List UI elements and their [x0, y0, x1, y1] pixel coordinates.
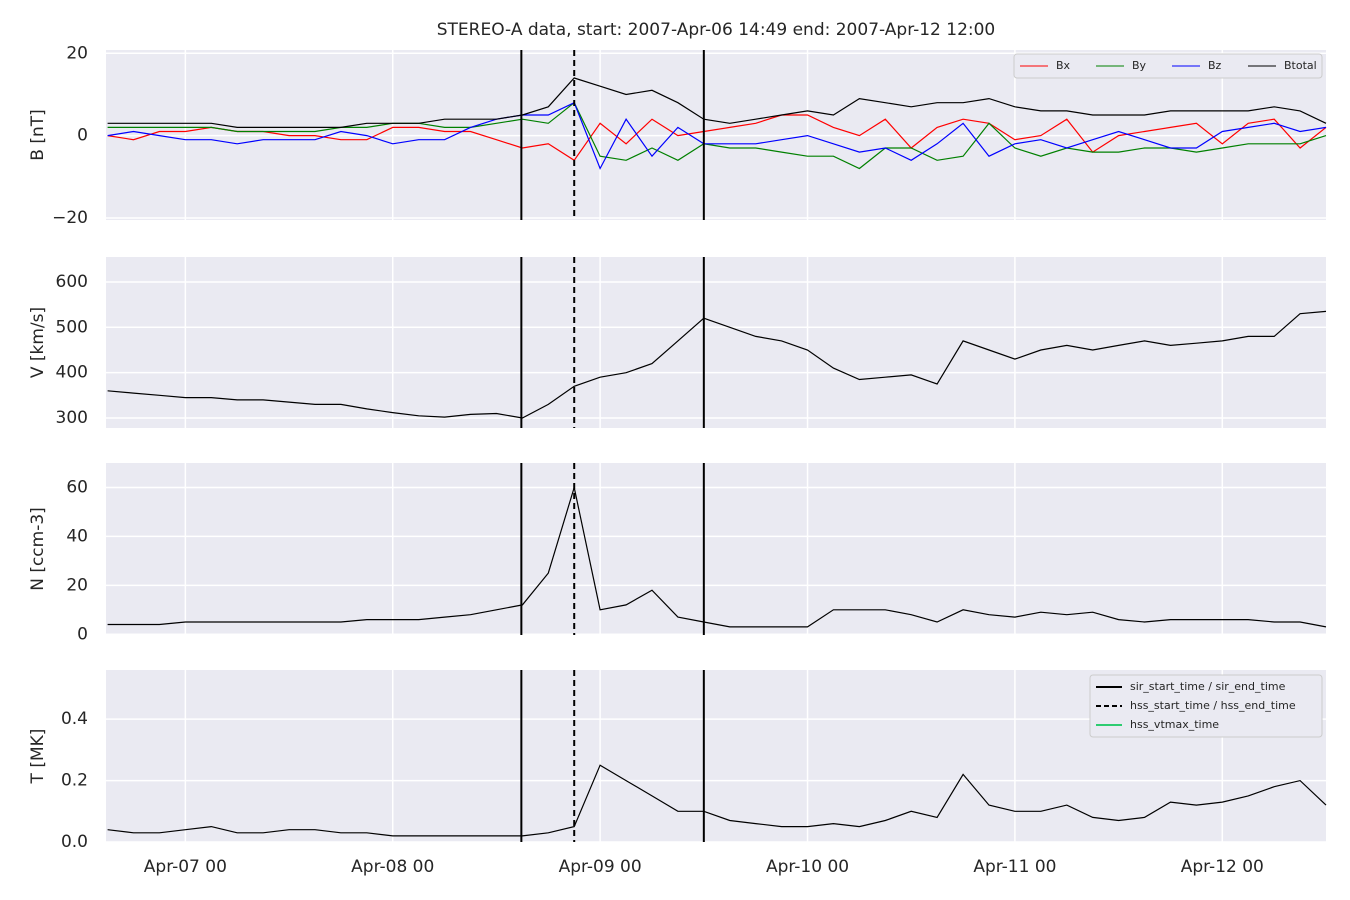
y-tick-label: −20 [52, 208, 88, 228]
x-tick-label: Apr-07 00 [144, 857, 227, 877]
x-tick-label: Apr-10 00 [766, 857, 849, 877]
y-tick-label: 500 [56, 317, 88, 337]
legend-label: By [1132, 59, 1147, 72]
y-tick-label: 0.4 [61, 709, 88, 729]
y-tick-label: 0 [77, 624, 88, 644]
plot-area [106, 463, 1326, 635]
data-line [107, 101, 1327, 170]
y-tick-label: 60 [66, 477, 88, 497]
legend-label: hss_vtmax_time [1130, 718, 1219, 731]
legend-label: Bz [1208, 59, 1222, 72]
data-line [107, 114, 1327, 162]
chart-title: STEREO-A data, start: 2007-Apr-06 14:49 … [437, 20, 996, 40]
y-axis-label: B [nT] [28, 109, 48, 161]
y-tick-label: 300 [56, 408, 88, 428]
y-axis-label: V [km/s] [28, 307, 48, 378]
data-line [107, 77, 1327, 128]
y-axis-label: N [ccm-3] [28, 507, 48, 591]
y-tick-label: 20 [66, 575, 88, 595]
data-line [107, 487, 1327, 628]
x-tick-label: Apr-08 00 [351, 857, 434, 877]
plot-area [106, 257, 1326, 428]
y-tick-label: 0.2 [61, 771, 88, 791]
legend-label: Bx [1056, 59, 1071, 72]
y-tick-label: 0 [77, 126, 88, 146]
x-tick-label: Apr-12 00 [1181, 857, 1264, 877]
legend [1089, 674, 1323, 738]
data-line [107, 101, 1327, 170]
y-tick-label: 600 [56, 272, 88, 292]
x-tick-label: Apr-11 00 [973, 857, 1056, 877]
legend-label: Btotal [1284, 59, 1317, 72]
y-tick-label: 20 [66, 43, 88, 63]
legend-label: sir_start_time / sir_end_time [1130, 680, 1286, 693]
y-axis-label: T [MK] [28, 729, 48, 785]
y-tick-label: 0.0 [61, 832, 88, 852]
data-line [107, 764, 1327, 837]
y-tick-label: 400 [56, 363, 88, 383]
data-line [107, 310, 1327, 419]
x-tick-label: Apr-09 00 [559, 857, 642, 877]
y-tick-label: 40 [66, 526, 88, 546]
legend [1013, 53, 1323, 79]
legend-label: hss_start_time / hss_end_time [1130, 699, 1296, 712]
